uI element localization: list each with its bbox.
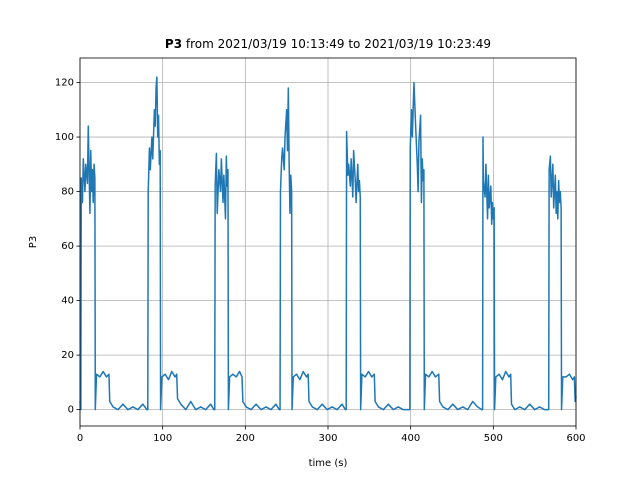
y-tick-label: 80 — [61, 187, 74, 198]
y-tick-label: 40 — [61, 296, 74, 307]
x-tick-label: 500 — [484, 433, 503, 444]
chart-title: P3 from 2021/03/19 10:13:49 to 2021/03/1… — [165, 37, 491, 51]
plot-area — [79, 76, 577, 411]
y-tick-label: 100 — [55, 132, 74, 143]
title-rest: from 2021/03/19 10:13:49 to 2021/03/19 1… — [186, 37, 491, 51]
y-tick-label: 120 — [55, 78, 74, 89]
y-tick-label: 60 — [61, 241, 74, 252]
y-axis-label: P3 — [28, 236, 39, 248]
x-tick-label: 100 — [153, 433, 172, 444]
x-tick-label: 300 — [318, 433, 337, 444]
y-tick-label: 0 — [68, 405, 74, 416]
y-tick-label: 20 — [61, 350, 74, 361]
x-tick-label: 0 — [77, 433, 83, 444]
x-tick-label: 200 — [236, 433, 255, 444]
x-tick-label: 600 — [566, 433, 585, 444]
x-axis-label: time (s) — [309, 458, 348, 469]
data-line — [79, 76, 577, 411]
x-tick-label: 400 — [401, 433, 420, 444]
title-bold: P3 — [165, 37, 182, 51]
ticks: 0 100 200 300 400 500 600 0 20 40 60 80 100 120 — [55, 78, 586, 444]
